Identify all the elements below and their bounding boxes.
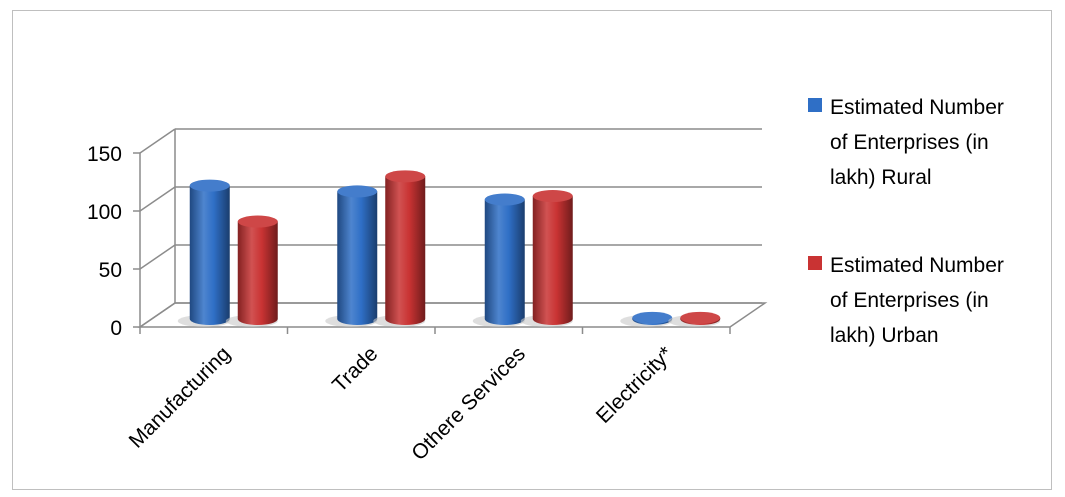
legend-label-rural: Estimated Number of Enterprises (in lakh… — [830, 96, 1004, 189]
bar-body — [189, 185, 230, 325]
bar-body — [484, 199, 525, 325]
bar-body — [385, 176, 426, 325]
bar-rural-3 — [620, 311, 673, 327]
bar-urban-0 — [225, 215, 278, 327]
bar-top — [189, 179, 230, 192]
x-tick-label-3: Electricity* — [592, 342, 678, 428]
floor — [137, 302, 768, 328]
bar-top — [484, 193, 525, 206]
y-tick-label-0: 0 — [110, 317, 122, 340]
bar-top — [632, 311, 673, 324]
bar-top — [680, 311, 721, 324]
bar-top — [337, 185, 378, 198]
x-tick-label-1: Trade — [328, 342, 383, 397]
y-tick-label-100: 100 — [87, 201, 122, 224]
axis-layer — [133, 129, 768, 334]
gridline-depth-50 — [139, 244, 176, 270]
legend-swatch-rural — [808, 98, 822, 112]
bar-layer — [177, 170, 721, 327]
gridline-depth-100 — [139, 186, 176, 212]
bar-urban-2 — [520, 190, 573, 327]
bar-rural-1 — [325, 185, 378, 327]
chart-frame — [12, 10, 1052, 490]
bar-urban-1 — [373, 170, 426, 327]
bar-body — [532, 196, 573, 325]
bar-top — [237, 215, 278, 228]
x-tick-label-2: Othere Services — [407, 342, 530, 465]
y-tick-label-150: 150 — [87, 143, 122, 166]
bar-body — [337, 191, 378, 325]
x-tick-label-0: Manufacturing — [125, 342, 235, 452]
bar-rural-2 — [472, 193, 525, 327]
grid-layer — [139, 128, 762, 328]
bar-urban-3 — [668, 311, 721, 327]
bar-top — [532, 190, 573, 203]
bar-top — [385, 170, 426, 183]
bar-body — [237, 221, 278, 325]
bar-rural-0 — [177, 179, 230, 327]
legend-label-urban: Estimated Number of Enterprises (in lakh… — [830, 254, 1004, 347]
y-tick-label-50: 50 — [99, 259, 122, 282]
gridline-depth-150 — [139, 128, 176, 154]
legend-swatch-urban — [808, 256, 822, 270]
